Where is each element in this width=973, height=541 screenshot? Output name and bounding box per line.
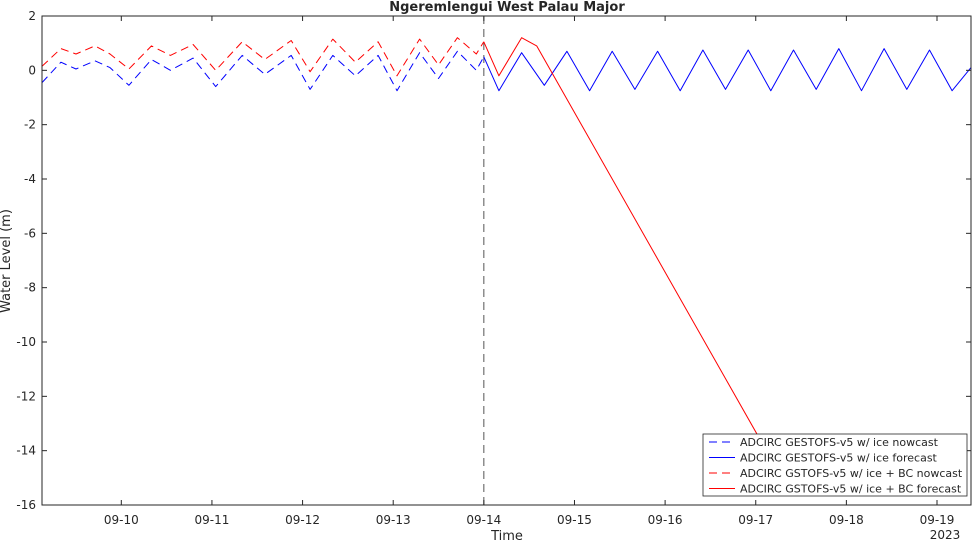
y-tick-label: -10: [16, 335, 36, 349]
x-tick-label: 09-17: [738, 513, 773, 527]
y-tick-label: -16: [16, 498, 36, 512]
x-tick-label: 09-11: [195, 513, 230, 527]
y-tick-label: -4: [24, 172, 36, 186]
y-tick-label: 0: [28, 63, 36, 77]
legend-label: ADCIRC GESTOFS-v5 w/ ice forecast: [740, 452, 938, 465]
legend-label: ADCIRC GSTOFS-v5 w/ ice + BC forecast: [740, 483, 962, 496]
series-line-3: [483, 37, 764, 446]
series-line-2: [41, 37, 485, 77]
x-axis-label: Time: [490, 529, 523, 541]
y-tick-label: 2: [28, 9, 36, 23]
x-tick-label: 09-15: [557, 513, 592, 527]
series-line-0: [41, 50, 485, 92]
legend-items: ADCIRC GESTOFS-v5 w/ ice nowcast ADCIRC G…: [709, 436, 963, 496]
y-tick-label: -2: [24, 118, 36, 132]
x-tick-label: 09-16: [648, 513, 683, 527]
axis-layer: 2 0 -2 -4 -6 -8 -10 -12 -14 -16 09-10 09-11 09-12 09-…: [16, 9, 971, 527]
x-tick-label: 09-10: [104, 513, 139, 527]
y-tick-label: -12: [16, 389, 36, 403]
y-axis-label: Water Level (m): [0, 209, 14, 313]
legend: ADCIRC GESTOFS-v5 w/ ice nowcast ADCIRC G…: [702, 433, 968, 497]
x-tick-label: 09-13: [376, 513, 411, 527]
x-tick-label: 09-12: [285, 513, 320, 527]
x-tick-label: 09-14: [466, 513, 501, 527]
plot-frame: [41, 15, 972, 506]
series-layer: [41, 16, 972, 505]
year-label: 2023: [930, 528, 961, 541]
y-tick-label: -6: [24, 226, 36, 240]
legend-label: ADCIRC GESTOFS-v5 w/ ice nowcast: [740, 436, 939, 449]
legend-box: [702, 433, 968, 497]
y-tick-label: -14: [16, 444, 36, 458]
series-line-1: [483, 48, 972, 92]
x-tick-label: 09-19: [920, 513, 955, 527]
y-tick-label: -8: [24, 281, 36, 295]
chart-title: Ngeremlengui West Palau Major: [389, 0, 625, 15]
plot-area: [42, 16, 971, 505]
x-tick-label: 09-18: [829, 513, 864, 527]
legend-label: ADCIRC GSTOFS-v5 w/ ice + BC nowcast: [740, 467, 963, 480]
